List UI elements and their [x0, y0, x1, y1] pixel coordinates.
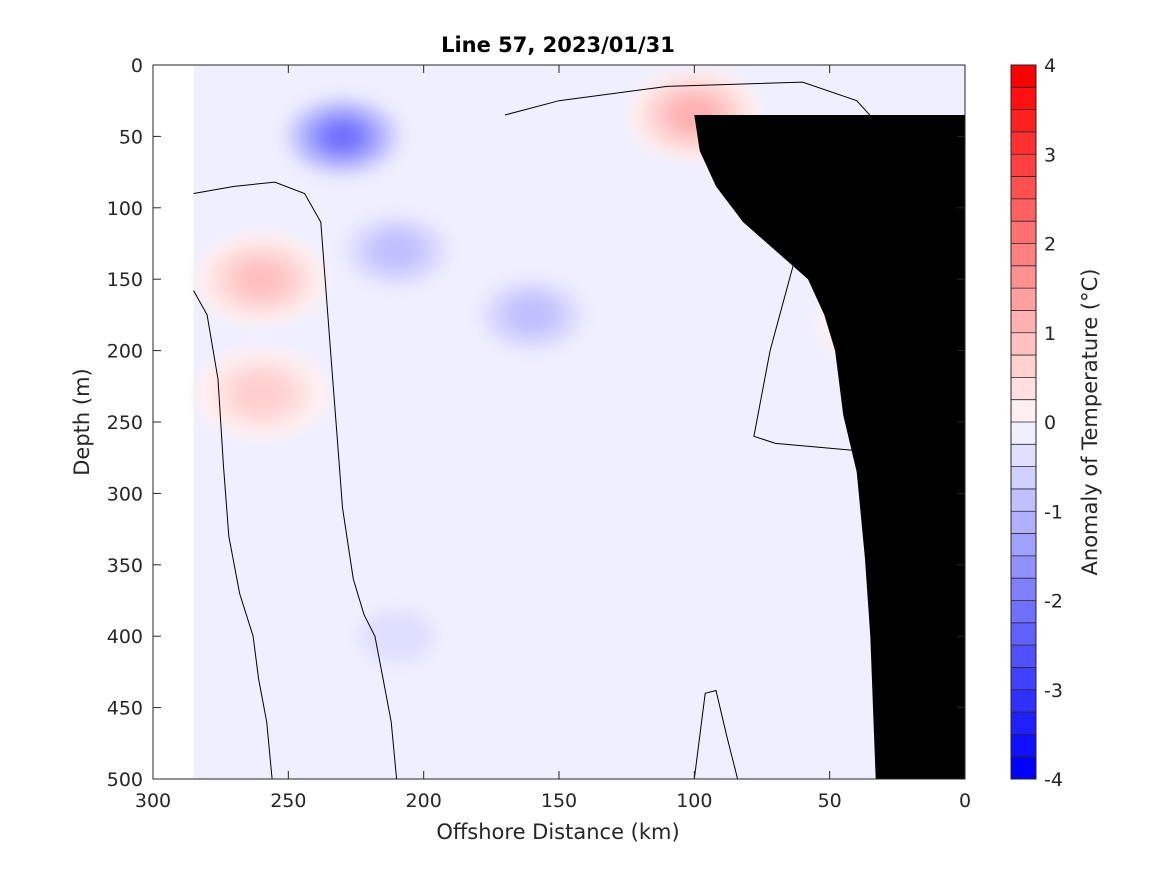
- y-tick-label: 0: [131, 55, 143, 77]
- colorbar-bin: [1011, 65, 1036, 88]
- colorbar-bin: [1011, 332, 1036, 356]
- x-axis-label: Offshore Distance (km): [436, 820, 679, 844]
- colorbar-bin: [1011, 466, 1036, 490]
- y-tick-label: 200: [107, 341, 143, 363]
- colorbar-bin: [1011, 87, 1036, 111]
- colorbar-bin: [1011, 488, 1036, 512]
- x-tick-label: 0: [959, 790, 971, 812]
- colorbar-bin: [1011, 131, 1036, 155]
- x-tick-label: 250: [270, 790, 306, 812]
- x-axis: 300 250 200 150 100 50 0: [135, 65, 971, 812]
- colorbar-bin: [1011, 600, 1036, 624]
- colorbar-tick-label: 4: [1044, 55, 1056, 77]
- zero-contour-line: [193, 290, 273, 779]
- chart-title: Line 57, 2023/01/31: [441, 33, 675, 57]
- x-tick-label: 300: [135, 790, 171, 812]
- colorbar-bin: [1011, 734, 1036, 758]
- y-tick-label: 350: [107, 555, 143, 577]
- cold-anomaly: [358, 609, 435, 664]
- colorbar-bin: [1011, 288, 1036, 311]
- cold-anomaly: [507, 297, 557, 333]
- colorbar-tick-label: -3: [1044, 680, 1063, 702]
- y-tick-label: 50: [119, 126, 143, 148]
- colorbar-bin: [1011, 109, 1036, 133]
- colorbar-bin: [1011, 756, 1036, 780]
- colorbar-bin: [1011, 399, 1036, 423]
- colorbar: 4 3 2 1 0 -1 -2 -3 -4: [1010, 55, 1063, 791]
- colorbar-bin: [1011, 645, 1036, 668]
- zero-contour-line: [693, 689, 739, 779]
- colorbar-tick-label: -2: [1044, 591, 1063, 613]
- colorbar-bin: [1011, 198, 1036, 222]
- colorbar-bin: [1011, 265, 1036, 289]
- colorbar-bin: [1011, 377, 1036, 401]
- colorbar-bin: [1011, 221, 1036, 244]
- x-tick-label: 50: [818, 790, 842, 812]
- colorbar-tick-label: 2: [1044, 234, 1056, 256]
- colorbar-bin: [1011, 555, 1036, 579]
- warm-anomaly: [237, 261, 286, 297]
- y-tick-label: 100: [107, 198, 143, 220]
- y-tick-label: 250: [107, 412, 143, 434]
- zero-contour-line: [193, 181, 398, 779]
- colorbar-tick-label: -1: [1044, 501, 1063, 523]
- colorbar-bin: [1011, 578, 1036, 601]
- y-tick-label: 300: [107, 483, 143, 505]
- y-tick-label: 150: [107, 269, 143, 291]
- colorbar-bin: [1011, 444, 1036, 468]
- colorbar-tick-label: 0: [1044, 412, 1056, 434]
- y-tick-label: 450: [107, 698, 143, 720]
- y-axis: 0 50 100 150 200 250 300 350 400 450 500: [107, 55, 965, 791]
- colorbar-tick-label: -4: [1044, 769, 1063, 791]
- colorbar-frame: [1010, 64, 1037, 780]
- colorbar-bin: [1011, 154, 1036, 178]
- x-tick-label: 200: [406, 790, 442, 812]
- colorbar-bin: [1011, 712, 1036, 735]
- colorbar-bin: [1011, 689, 1036, 713]
- y-tick-label: 400: [107, 626, 143, 648]
- colorbar-bin: [1011, 422, 1036, 445]
- warm-anomaly: [232, 372, 291, 415]
- y-tick-label: 500: [107, 769, 143, 791]
- x-tick-label: 150: [541, 790, 577, 812]
- colorbar-bin: [1011, 176, 1036, 200]
- x-tick-label: 100: [676, 790, 712, 812]
- colorbar-label: Anomaly of Temperature (°C): [1078, 269, 1102, 576]
- colorbar-bin: [1011, 511, 1036, 535]
- cold-anomaly: [372, 233, 421, 269]
- colorbar-tick-label: 1: [1044, 323, 1056, 345]
- colorbar-bin: [1011, 310, 1036, 334]
- colorbar-bin: [1011, 355, 1036, 378]
- colorbar-bin: [1011, 533, 1036, 557]
- plot-area: [152, 64, 966, 780]
- colorbar-bin: [1011, 243, 1036, 267]
- cold-core-anomaly: [326, 124, 359, 149]
- colorbar-tick-label: 3: [1044, 144, 1056, 166]
- seafloor-bathymetry: [694, 114, 965, 780]
- y-axis-label: Depth (m): [70, 368, 94, 475]
- colorbar-bin: [1011, 622, 1036, 646]
- colorbar-bin: [1011, 667, 1036, 691]
